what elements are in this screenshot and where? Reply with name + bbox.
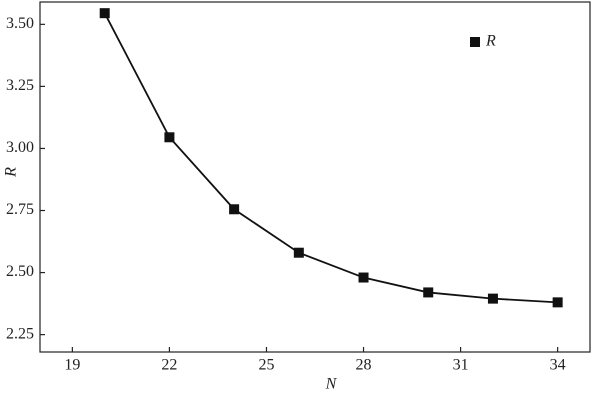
y-tick-label: 3.00 — [6, 139, 34, 156]
x-tick-label: 31 — [453, 357, 469, 374]
data-point — [293, 247, 304, 258]
data-point — [229, 204, 240, 215]
data-point — [487, 293, 498, 304]
plot-frame — [39, 1, 591, 353]
y-tick-label: 3.50 — [6, 15, 34, 32]
data-point — [358, 272, 369, 283]
x-tick-label: 25 — [258, 357, 274, 374]
data-point — [99, 8, 110, 19]
x-tick-label: 22 — [161, 357, 177, 374]
data-point — [423, 287, 434, 298]
data-point — [552, 297, 563, 308]
y-tick-label: 2.75 — [6, 201, 34, 218]
x-tick-label: 28 — [356, 357, 372, 374]
x-tick-label: 19 — [64, 357, 80, 374]
y-tick-label: 3.25 — [6, 77, 34, 94]
legend-label: R — [485, 33, 496, 50]
y-tick-label: 2.25 — [6, 325, 34, 342]
y-tick-label: 2.50 — [6, 263, 34, 280]
data-point — [164, 132, 175, 143]
series-line — [103, 12, 558, 304]
y-axis-label: R — [3, 167, 20, 178]
legend-marker — [470, 37, 480, 47]
x-axis-label: N — [325, 376, 338, 393]
x-tick-label: 34 — [550, 357, 566, 374]
